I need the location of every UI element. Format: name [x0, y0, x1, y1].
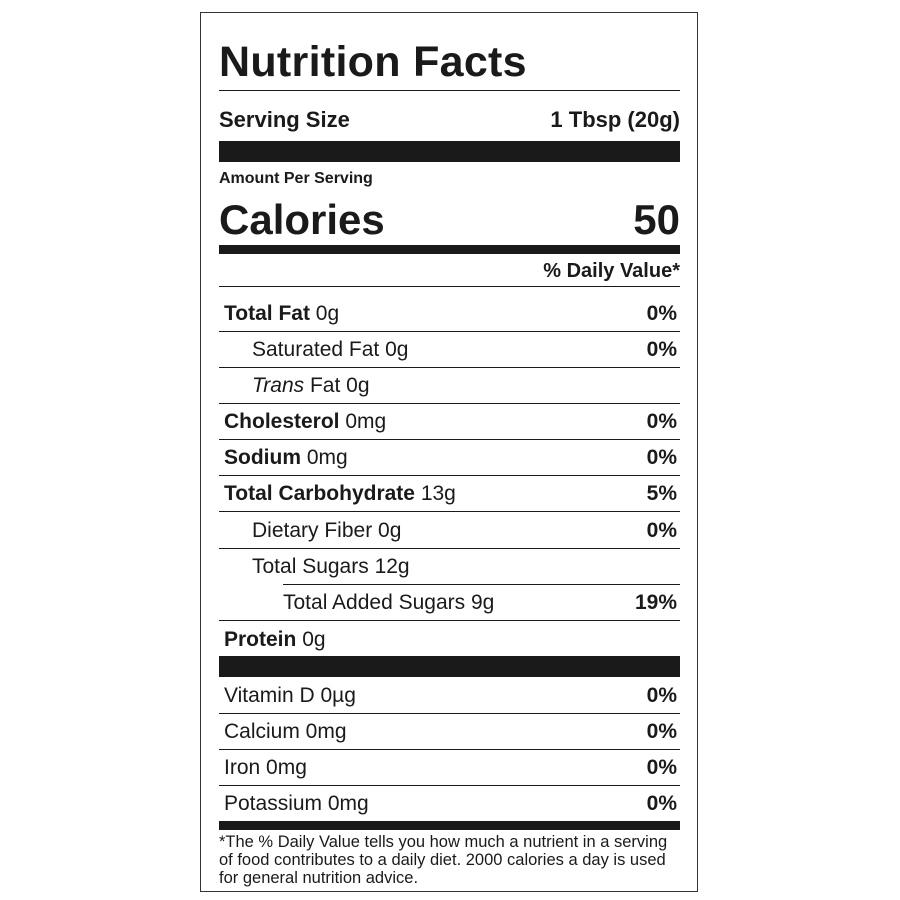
nutrient-dv: 0% [646, 410, 677, 433]
divider-thin-indented [283, 584, 680, 585]
serving-size-label: Serving Size [219, 107, 350, 132]
vitamin-dv: 0% [646, 719, 677, 743]
divider-thin [219, 367, 680, 368]
divider-thin [219, 286, 680, 287]
nutrient-dv: 19% [634, 591, 677, 614]
divider-thin [219, 90, 680, 91]
divider-thin [219, 511, 680, 512]
divider-medium [219, 821, 680, 830]
vitamin-row-iron: Iron 0mg 0% [219, 750, 680, 785]
nutrient-name: Total Added Sugars 9g [283, 591, 495, 614]
nutrient-dv: 0% [646, 338, 677, 361]
nutrient-dv: 0% [646, 518, 677, 542]
nutrient-dv: 0% [646, 446, 677, 469]
vitamin-name: Potassium 0mg [224, 791, 369, 815]
nutrient-row-total-fat: Total Fat 0g 0% [219, 297, 680, 331]
nutrient-name: Total Sugars 12g [252, 555, 410, 578]
nutrient-row-dietary-fiber: Dietary Fiber 0g 0% [219, 513, 680, 548]
divider-thin [219, 403, 680, 404]
nutrient-amount: 0mg [306, 446, 348, 469]
nutrient-name-italic: Trans [252, 374, 305, 397]
nutrient-name: Protein [224, 627, 297, 651]
serving-size-value: 1 Tbsp (20g) [550, 107, 680, 132]
vitamin-row-potassium: Potassium 0mg 0% [219, 786, 680, 821]
calories-label: Calories [219, 196, 385, 243]
divider-thin [219, 785, 680, 786]
nutrient-row-total-sugars: Total Sugars 12g [219, 550, 680, 584]
nutrient-name: Sodium [224, 446, 301, 469]
nutrient-row-sodium: Sodium 0mg 0% [219, 441, 680, 475]
divider-thin [219, 331, 680, 332]
divider-thin [219, 749, 680, 750]
divider-thin [219, 548, 680, 549]
vitamin-name: Vitamin D 0µg [224, 683, 356, 707]
vitamin-name: Calcium 0mg [224, 719, 347, 743]
vitamin-dv: 0% [646, 755, 677, 779]
nutrient-dv: 0% [646, 302, 677, 325]
nutrient-name: Cholesterol [224, 410, 340, 433]
divider-thin [219, 620, 680, 621]
nutrient-name: Total Carbohydrate [224, 482, 415, 505]
nutrient-amount: 13g [420, 482, 456, 505]
nutrient-row-protein: Protein 0g [219, 622, 680, 657]
nutrient-name: Total Fat [224, 302, 310, 325]
nutrient-amount: 0g [315, 302, 340, 325]
calories-value: 50 [633, 196, 680, 243]
nutrient-amount: 0mg [345, 410, 387, 433]
daily-value-header: % Daily Value* [543, 260, 680, 282]
nutrient-amount: 0g [302, 627, 326, 651]
nutrient-row-cholesterol: Cholesterol 0mg 0% [219, 405, 680, 439]
label-title: Nutrition Facts [219, 38, 527, 86]
nutrient-row-total-carbohydrate: Total Carbohydrate 13g 5% [219, 477, 680, 511]
divider-thin [219, 475, 680, 476]
vitamin-dv: 0% [646, 683, 677, 707]
vitamin-dv: 0% [646, 791, 677, 815]
nutrient-dv: 5% [646, 482, 677, 505]
nutrient-name: Dietary Fiber 0g [252, 518, 402, 542]
nutrient-row-trans-fat: Trans Fat 0g [219, 369, 680, 403]
nutrient-name: Fat 0g [309, 374, 370, 397]
vitamin-row-vitamin-d: Vitamin D 0µg 0% [219, 678, 680, 713]
vitamin-row-calcium: Calcium 0mg 0% [219, 714, 680, 749]
divider-thick [219, 141, 680, 162]
nutrient-row-saturated-fat: Saturated Fat 0g 0% [219, 333, 680, 367]
footnote: *The % Daily Value tells you how much a … [219, 833, 668, 888]
amount-per-serving: Amount Per Serving [219, 170, 373, 187]
divider-thin [219, 713, 680, 714]
serving-size-row: Serving Size 1 Tbsp (20g) [219, 105, 680, 135]
divider-medium [219, 245, 680, 254]
divider-thin [219, 439, 680, 440]
nutrient-row-added-sugars: Total Added Sugars 9g 19% [219, 586, 680, 620]
nutrition-facts-label: Nutrition Facts Serving Size 1 Tbsp (20g… [200, 12, 698, 892]
divider-thick [219, 656, 680, 677]
nutrient-name: Saturated Fat 0g [252, 338, 409, 361]
vitamin-name: Iron 0mg [224, 755, 307, 779]
